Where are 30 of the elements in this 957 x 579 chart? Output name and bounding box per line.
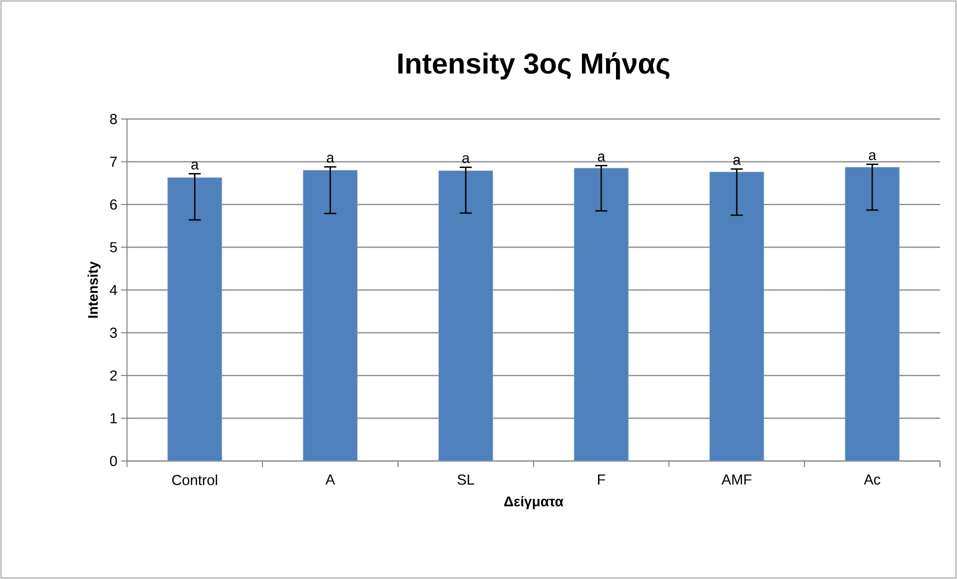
x-tick-label: AMF (722, 474, 752, 484)
x-tick-label: SL (458, 474, 474, 485)
y-tick-label: 0 (110, 456, 117, 466)
data-label: a (733, 156, 741, 165)
x-tick-label: F (598, 474, 606, 484)
x-tick-label: Control (172, 474, 218, 486)
y-tick-label: 6 (110, 199, 117, 210)
y-tick-label: 3 (110, 328, 117, 338)
data-label: a (326, 154, 334, 163)
data-label: a (191, 162, 199, 170)
y-tick-label: 5 (110, 242, 117, 252)
data-label: a (598, 153, 606, 162)
data-label: a (462, 155, 470, 164)
y-axis-title: Intensity (88, 261, 101, 318)
y-tick-label: 7 (110, 156, 117, 167)
y-tick-label: 2 (110, 370, 117, 381)
y-tick-label: 4 (110, 285, 118, 295)
bar (844, 167, 900, 462)
x-axis-title: Δείγματα (504, 496, 564, 510)
chart-title: Intensity 3ος Μήνας (398, 52, 670, 80)
x-tick-label: Ac (864, 474, 880, 485)
bar (167, 177, 222, 462)
bar (438, 170, 494, 462)
bar (709, 172, 764, 462)
x-tick-label: A (325, 474, 336, 484)
y-tick-label: 8 (110, 114, 117, 124)
data-label: a (868, 152, 876, 160)
bar (574, 168, 629, 462)
bar (302, 170, 358, 462)
y-tick-label: 1 (110, 413, 117, 424)
